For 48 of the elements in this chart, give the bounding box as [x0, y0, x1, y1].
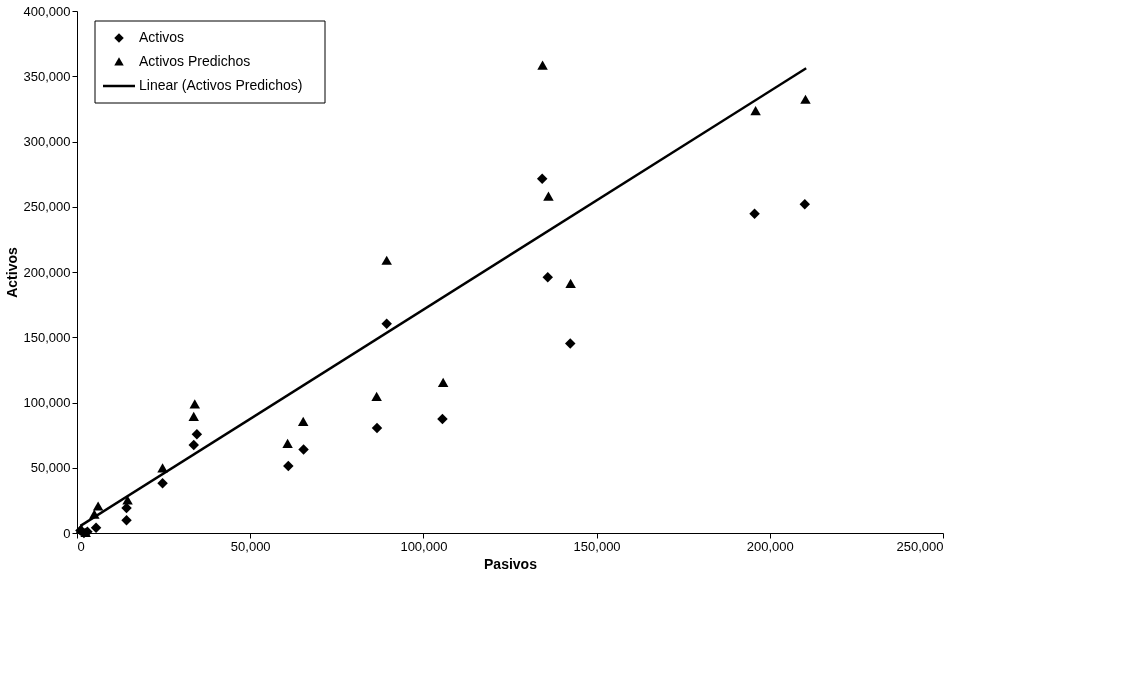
point [749, 208, 760, 219]
point [371, 391, 382, 401]
x-tick-label: 200,000 [746, 538, 794, 554]
point [437, 413, 448, 425]
point [90, 522, 102, 534]
point [282, 438, 293, 448]
point [92, 501, 104, 511]
y-tick-label: 50,000 [30, 460, 71, 476]
point [543, 191, 554, 201]
y-tick-label: 0 [63, 525, 71, 541]
point [371, 422, 383, 434]
point [188, 411, 199, 421]
legend-label: Activos [139, 29, 185, 45]
y-tick-label: 400,000 [23, 3, 71, 19]
x-tick-label: 0 [77, 538, 85, 554]
y-tick-label: 250,000 [23, 199, 71, 215]
point [799, 199, 811, 210]
point [189, 399, 201, 409]
x-tick-label: 100,000 [400, 538, 448, 554]
point [298, 444, 309, 455]
point [537, 60, 548, 70]
y-tick-label: 100,000 [23, 395, 71, 410]
point [381, 255, 392, 265]
y-tick-label: 350,000 [23, 68, 71, 84]
legend-label: Activos Predichos [139, 53, 251, 69]
point [157, 477, 168, 489]
x-axis-title: Pasivos [484, 555, 538, 572]
point [381, 318, 392, 329]
point [437, 377, 449, 387]
point [191, 428, 203, 440]
point [283, 460, 294, 472]
point [297, 416, 309, 427]
point [800, 94, 811, 104]
point [188, 439, 199, 451]
point [565, 278, 576, 288]
point [542, 271, 553, 283]
y-tick-label: 200,000 [23, 264, 71, 280]
y-axis-title: Activos [3, 247, 20, 298]
point [565, 338, 576, 349]
point [750, 105, 761, 116]
point [121, 514, 132, 526]
x-tick-label: 250,000 [896, 538, 944, 554]
x-tick-label: 50,000 [230, 538, 271, 554]
x-tick-label: 150,000 [573, 538, 621, 554]
point [536, 173, 548, 184]
legend-label: Linear (Activos Predichos) [139, 77, 303, 93]
y-tick-label: 150,000 [23, 329, 71, 345]
y-tick-label: 300,000 [23, 134, 71, 149]
